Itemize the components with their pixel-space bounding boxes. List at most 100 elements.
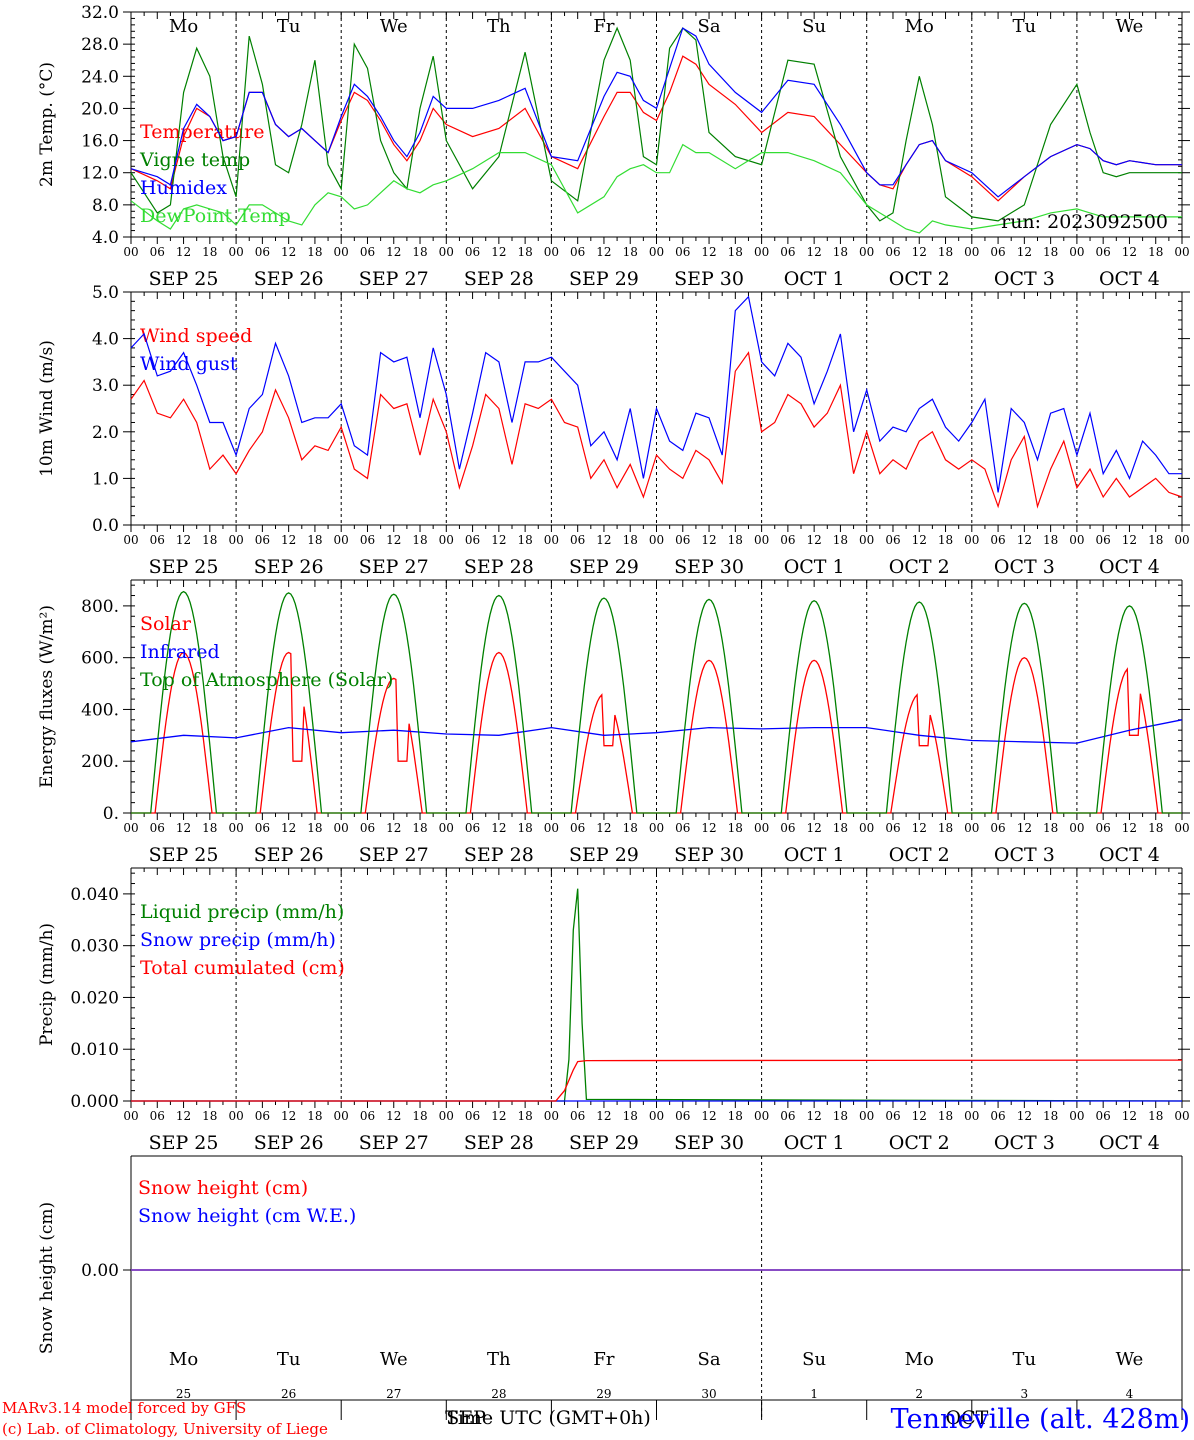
hour-tick-label: 00 [1069,1109,1084,1123]
hour-tick-label: 06 [255,533,270,547]
y-tick-label: 16.0 [81,132,119,152]
day-number-label: 4 [1126,1387,1134,1401]
hour-tick-label: 06 [360,245,375,259]
hour-tick-label: 12 [1017,245,1032,259]
hour-tick-label: 12 [176,533,191,547]
legend-entry: Wind speed [140,325,252,347]
hour-tick-label: 06 [465,821,480,835]
date-label: SEP 29 [569,1132,639,1154]
hour-tick-label: 00 [228,1109,243,1123]
hour-tick-label: 18 [202,245,217,259]
hour-tick-label: 00 [649,821,664,835]
hour-tick-label: 00 [334,533,349,547]
hour-tick-label: 00 [754,245,769,259]
date-label: SEP 26 [254,268,324,290]
hour-tick-label: 06 [885,245,900,259]
day-number-label: 30 [701,1387,716,1401]
hour-tick-label: 18 [1148,533,1163,547]
hour-tick-label: 12 [1017,533,1032,547]
weekday-label-top: Th [487,16,511,37]
day-number-label: 3 [1021,1387,1029,1401]
hour-tick-label: 00 [859,245,874,259]
weekday-label-top: Sa [698,16,721,37]
hour-tick-label: 00 [439,245,454,259]
hour-tick-label: 18 [728,821,743,835]
hour-tick-label: 18 [307,533,322,547]
hour-tick-label: 00 [964,245,979,259]
weekday-label-top: Tu [1013,16,1037,37]
date-label: SEP 26 [254,556,324,578]
hour-tick-label: 12 [491,245,506,259]
hour-tick-label: 06 [465,1109,480,1123]
hour-tick-label: 00 [123,245,138,259]
date-label: SEP 30 [674,556,744,578]
weekday-label-bottom: Mo [905,1349,934,1370]
series-line [131,1059,1183,1102]
y-axis-label: 10m Wind (m/s) [37,340,57,477]
hour-tick-label: 06 [675,821,690,835]
hour-tick-label: 18 [1043,821,1058,835]
y-tick-label: 4.0 [92,330,119,350]
hour-tick-label: 18 [307,1109,322,1123]
hour-tick-label: 06 [675,533,690,547]
hour-tick-label: 00 [1069,245,1084,259]
hour-tick-label: 00 [228,821,243,835]
hour-tick-label: 06 [150,533,165,547]
hour-tick-label: 06 [570,821,585,835]
y-tick-label: 0.0 [92,516,119,536]
y-tick-label: 1.0 [92,469,119,489]
hour-tick-label: 18 [938,245,953,259]
date-label: SEP 27 [359,1132,429,1154]
hour-tick-label: 00 [439,821,454,835]
hour-tick-label: 00 [1174,1109,1189,1123]
series-line [130,143,1182,234]
date-label: OCT 4 [1099,556,1160,578]
y-tick-label: 200. [81,752,119,772]
date-label: OCT 1 [784,268,845,290]
hour-tick-label: 00 [123,821,138,835]
day-number-label: 26 [281,1387,296,1401]
legend-entry: Snow precip (mm/h) [140,929,336,951]
day-number-label: 25 [176,1387,191,1401]
y-tick-label: 0. [103,804,119,824]
day-number-label: 27 [386,1387,401,1401]
date-label: SEP 29 [569,844,639,866]
hour-tick-label: 18 [728,1109,743,1123]
hour-tick-label: 12 [596,533,611,547]
hour-tick-label: 12 [912,1109,927,1123]
hour-tick-label: 18 [202,1109,217,1123]
hour-tick-label: 00 [964,533,979,547]
y-tick-label: 0.00 [81,1261,119,1281]
day-number-label: 29 [596,1387,611,1401]
date-label: OCT 4 [1099,1132,1160,1154]
weekday-label-top: We [1116,16,1144,37]
hour-tick-label: 06 [570,1109,585,1123]
y-axis-label: 2m Temp. (°C) [37,62,57,187]
date-label: SEP 27 [359,268,429,290]
legend-entry: DewPoint Temp [140,205,291,227]
hour-tick-label: 00 [1174,821,1189,835]
hour-tick-label: 00 [1069,533,1084,547]
hour-tick-label: 12 [807,245,822,259]
hour-tick-label: 06 [990,1109,1005,1123]
hour-tick-label: 00 [334,821,349,835]
y-tick-label: 8.0 [92,196,119,216]
date-label: OCT 3 [994,556,1055,578]
hour-tick-label: 06 [675,245,690,259]
y-tick-label: 28.0 [81,35,119,55]
y-tick-label: 5.0 [92,283,119,303]
hour-tick-label: 12 [491,821,506,835]
weekday-label-top: Fr [593,16,614,37]
hour-tick-label: 18 [938,821,953,835]
hour-tick-label: 18 [1148,245,1163,259]
y-axis-label: Precip (mm/h) [37,923,57,1046]
legend-entry: Snow height (cm W.E.) [138,1205,356,1227]
legend-entry: Infrared [140,641,220,663]
date-label: OCT 2 [889,1132,950,1154]
y-tick-label: 0.020 [70,988,119,1008]
hour-tick-label: 12 [281,821,296,835]
hour-tick-label: 06 [465,533,480,547]
hour-tick-label: 12 [386,821,401,835]
series-line [131,888,1183,1102]
